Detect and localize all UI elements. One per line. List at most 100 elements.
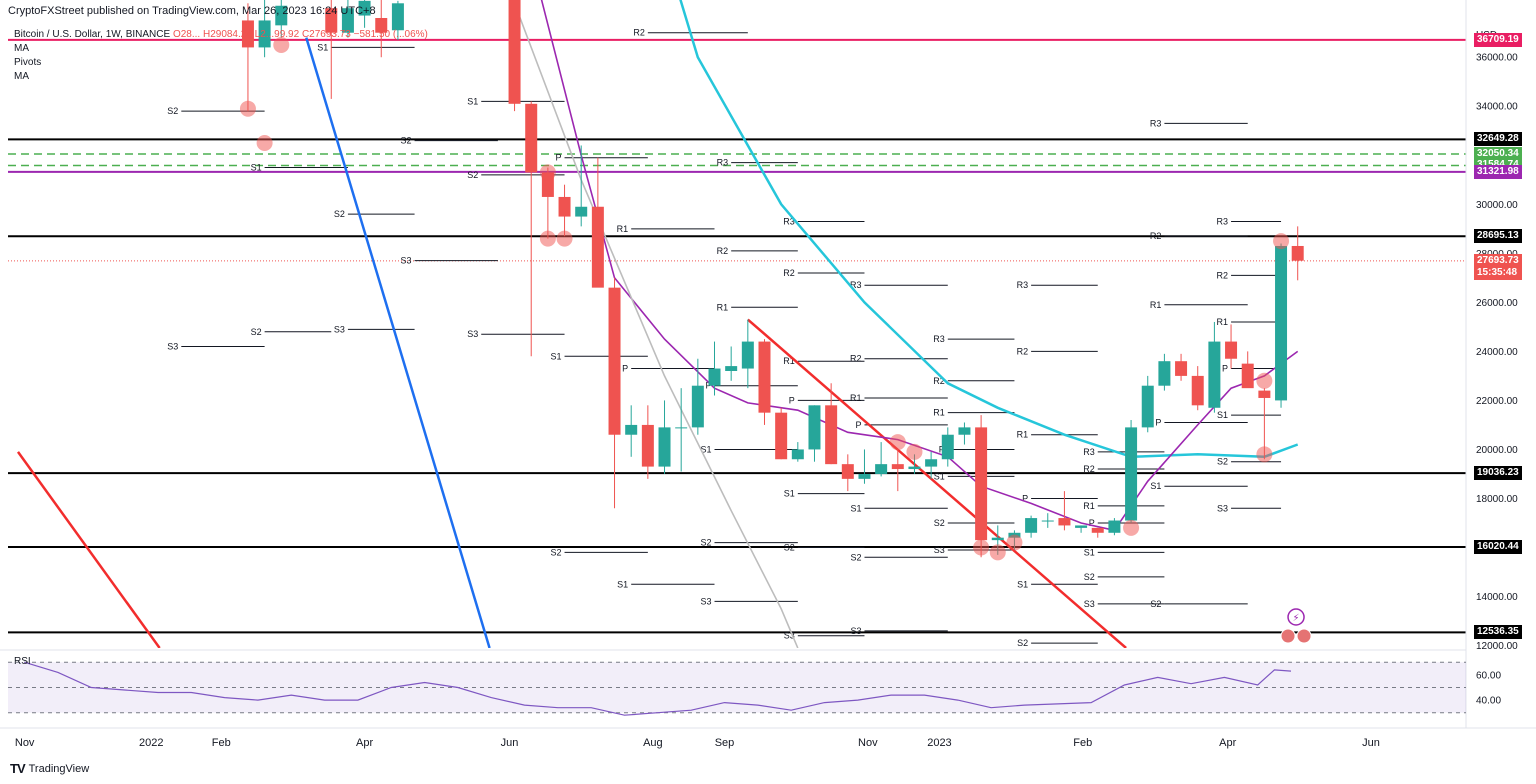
candle-body: [1225, 341, 1238, 359]
candle-body: [941, 434, 954, 460]
candle: [1291, 226, 1304, 281]
pivot-label: S2: [167, 106, 178, 116]
candle: [275, 0, 288, 38]
candle-body: [641, 424, 654, 467]
pivot-marker: [906, 443, 923, 460]
x-tick-label: Feb: [1073, 737, 1092, 749]
pivot-label: R2: [933, 376, 945, 386]
candle-body: [825, 405, 838, 465]
y-tick-label: 18000.00: [1476, 494, 1518, 505]
level-price-tag: 32050.34: [1474, 147, 1522, 162]
pivot-label: S2: [850, 552, 861, 562]
pivot-label: R2: [1217, 270, 1229, 280]
candle: [675, 388, 688, 472]
candle: [1091, 527, 1104, 538]
pivot-marker: [539, 230, 556, 247]
candle: [1275, 243, 1288, 408]
candle: [1058, 491, 1071, 531]
candle: [808, 405, 821, 462]
pivot-label: S1: [1017, 579, 1028, 589]
pivot-label: S3: [850, 626, 861, 636]
candle: [891, 449, 904, 492]
y-tick-label: 14000.00: [1476, 592, 1518, 603]
pivot-label: S2: [467, 170, 478, 180]
candle-body: [991, 537, 1004, 541]
candle-body: [808, 405, 821, 450]
candle-body: [891, 464, 904, 470]
indicator-pivots[interactable]: Pivots: [14, 57, 42, 68]
candle-body: [525, 103, 538, 173]
candle-body: [758, 341, 771, 413]
candle: [375, 0, 388, 58]
lightning-icon: [1287, 608, 1305, 626]
candle: [825, 383, 838, 465]
pivot-label: S1: [1217, 410, 1228, 420]
candle: [975, 415, 988, 558]
pivot-marker: [556, 230, 573, 247]
pivot-label: P: [1155, 417, 1161, 427]
candle: [1141, 375, 1154, 433]
candle-body: [925, 459, 938, 467]
publisher-line: CryptoFXStreet published on TradingView.…: [8, 5, 376, 17]
candle-body: [375, 18, 388, 33]
pivot-label: R1: [1150, 300, 1162, 310]
pivot-marker: [1256, 446, 1273, 463]
candle-body: [1058, 518, 1071, 526]
candle-body: [875, 464, 888, 474]
pivot-label: P: [1089, 518, 1095, 528]
pivot-label: S2: [1150, 599, 1161, 609]
indicator-ma-2[interactable]: MA: [14, 71, 29, 82]
candle: [1041, 513, 1054, 528]
candle-body: [391, 3, 404, 31]
moving-average-line: [512, 0, 799, 648]
last-price-tag: 27693.73 15:35:48: [1474, 253, 1522, 280]
pivot-label: S3: [467, 329, 478, 339]
pivot-label: P: [1222, 364, 1228, 374]
candle-body: [1141, 385, 1154, 428]
pivot-label: R3: [1217, 216, 1229, 226]
pivot-label: S2: [1217, 457, 1228, 467]
candle-body: [1275, 245, 1288, 401]
level-price-tag: 36709.19: [1474, 32, 1522, 47]
candle: [658, 400, 671, 474]
pivot-label: S1: [934, 471, 945, 481]
x-tick-label: Nov: [858, 737, 878, 749]
pivot-label: R1: [933, 408, 945, 418]
candle-body: [1241, 363, 1254, 389]
y-tick-label: 34000.00: [1476, 102, 1518, 113]
candle-body: [625, 424, 638, 435]
candle: [758, 339, 771, 425]
brand-name: TradingView: [28, 762, 90, 775]
pivot-label: R3: [783, 216, 795, 226]
pivot-label: S3: [700, 596, 711, 606]
pivot-label: S1: [1150, 481, 1161, 491]
candle: [1208, 321, 1221, 413]
candle-body: [1075, 525, 1088, 528]
pivot-label: S3: [167, 341, 178, 351]
candle: [258, 0, 271, 58]
level-price-tag: 31321.98: [1474, 164, 1522, 179]
indicator-ma-1[interactable]: MA: [14, 43, 29, 54]
pivot-label: R3: [1150, 118, 1162, 128]
pivot-label: S1: [700, 444, 711, 454]
candle: [558, 184, 571, 237]
pivot-label: S3: [934, 545, 945, 555]
candle: [241, 3, 254, 112]
candle-body: [325, 8, 338, 33]
y-tick-label: 26000.00: [1476, 298, 1518, 309]
pivot-label: S2: [934, 518, 945, 528]
candle: [858, 449, 871, 484]
pivot-label: P: [939, 444, 945, 454]
candle-body: [741, 341, 754, 369]
pivot-label: R1: [717, 302, 729, 312]
pivot-label: R1: [1217, 317, 1229, 327]
pivot-label: P: [789, 395, 795, 405]
level-price-tag: 12536.35: [1474, 625, 1522, 640]
level-price-tag: 32649.28: [1474, 132, 1522, 147]
candle-body: [691, 385, 704, 428]
pivot-marker: [1256, 372, 1273, 389]
candle-body: [1091, 527, 1104, 533]
pivot-marker: [889, 434, 906, 451]
moving-average-line: [679, 0, 1299, 459]
